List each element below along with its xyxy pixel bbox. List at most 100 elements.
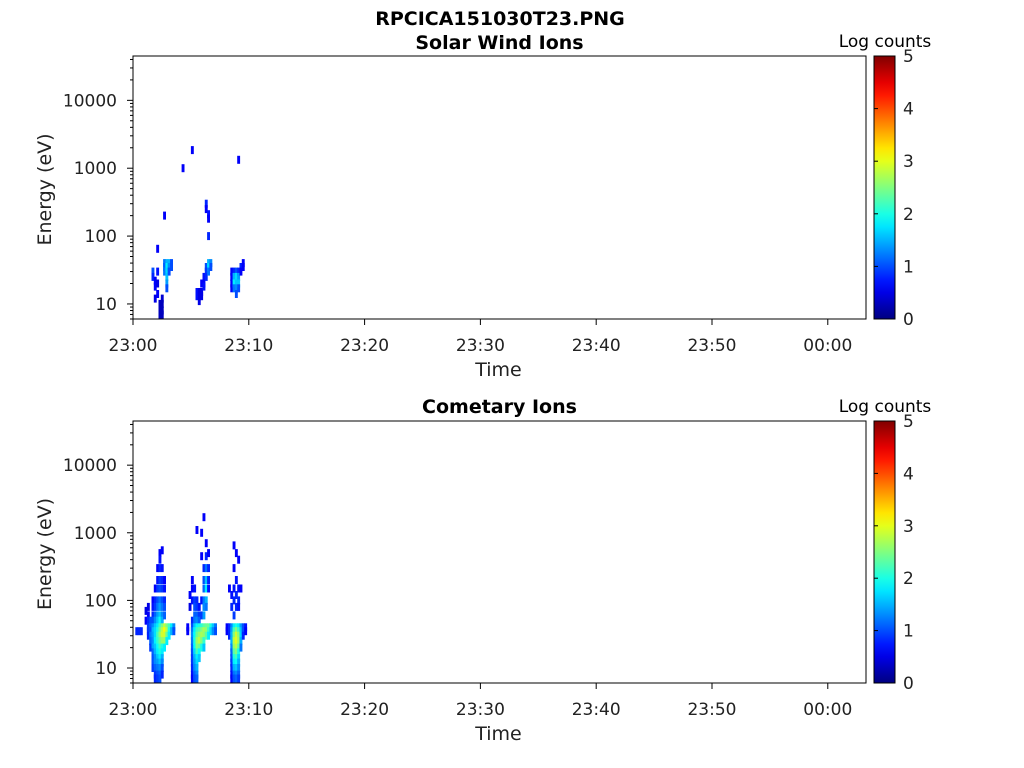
heatmap-cell [158,611,162,620]
heatmap-cell [158,664,162,672]
heatmap-cell [195,654,199,663]
heatmap-cell [237,596,241,605]
heatmap-cell [234,654,238,663]
heatmap-cell [237,279,241,288]
heatmap-cell [190,648,194,657]
heatmap-cell [195,643,199,652]
heatmap-cell [158,658,162,667]
heatmap-cell [239,631,243,640]
heatmap-cell [234,272,238,281]
axes-frame [132,55,867,320]
heatmap-cell [160,637,164,646]
heatmap-cell [204,584,208,593]
y-tick-label: 1000 [74,159,117,179]
heatmap-cell [153,631,157,640]
heatmap-cell [153,282,157,291]
heatmap-cell [237,664,241,672]
colorbar [873,55,896,320]
heatmap-cell [207,232,210,241]
heatmap-cell [153,654,157,663]
heatmap-cell [190,643,194,652]
heatmap-cell [230,643,234,652]
heatmap-cell [197,297,201,306]
heatmap-cell [158,648,162,657]
heatmap-cell [195,674,199,683]
heatmap-cell [165,272,169,281]
heatmap-cell [151,272,155,281]
heatmap-cell [195,288,199,296]
heatmap-cell [228,631,231,640]
heatmap-cell [207,549,210,558]
heatmap-cell [195,631,199,640]
heatmap-cell [232,648,236,657]
heatmap-cell [195,596,199,605]
heatmap-cell [153,648,157,657]
heatmap-cell [190,616,194,625]
heatmap-cell [151,631,155,640]
heatmap-cell [163,596,166,605]
x-axis-label: Time [474,723,522,745]
heatmap-cell [195,526,199,534]
heatmap-cell [158,576,162,584]
heatmap-cell [232,631,236,640]
heatmap-cell [202,602,206,611]
heatmap-cell [170,627,173,636]
heatmap-cell [160,299,164,308]
heatmap-cell [200,627,204,636]
heatmap-cell [207,627,210,636]
heatmap-cell [237,267,241,276]
heatmap-cell [160,564,164,573]
heatmap-cell [232,654,236,663]
heatmap-cell [232,541,236,550]
heatmap-cell [232,564,236,573]
heatmap-cell [160,310,164,319]
heatmap-cell [163,211,166,220]
heatmap-cell [153,637,157,646]
heatmap-cell [237,602,241,611]
heatmap-cell [156,279,160,288]
heatmap-cell [195,292,199,301]
heatmap-cell [204,596,208,605]
heatmap-cell [234,279,238,288]
heatmap-cell [225,627,229,636]
heatmap-cell [190,637,194,646]
heatmap-cell [158,584,162,593]
heatmap-cell [230,637,234,646]
heatmap-cell [234,576,238,584]
heatmap-cell [160,658,164,667]
x-tick-label: 23:00 [109,336,158,356]
heatmap-cell [214,627,217,636]
heatmap-cell [193,611,197,620]
heatmap-cell [209,627,213,636]
heatmap-cell [204,272,208,281]
heatmap-cell [163,611,166,620]
heatmap-cell [156,627,160,636]
heatmap-cell [232,658,236,667]
heatmap-cell [193,602,197,611]
heatmap-cell [151,267,155,276]
heatmap-cell [165,263,169,271]
heatmap-cell [202,627,206,636]
heatmap-cell [237,631,241,640]
heatmap-cell [146,616,150,625]
heatmap-cell [237,272,241,281]
heatmap-cell [135,627,139,636]
heatmap-cell [237,648,241,657]
heatmap-cell [156,576,160,584]
heatmap-cell [230,267,234,276]
heatmap-cell [151,616,155,625]
heatmap-cell [237,643,241,652]
heatmap-cell [144,606,148,615]
heatmap-cell [209,263,213,271]
heatmap-cell [160,648,164,657]
colorbar-tick-label: 5 [903,412,914,432]
heatmap-cell [149,637,153,646]
heatmap-cell [156,564,160,573]
heatmap-cell [153,664,157,672]
heatmap-cell [197,637,201,646]
heatmap-cell [163,602,166,611]
colorbar-tick-label: 0 [903,674,914,694]
heatmap-cell [163,584,166,593]
heatmap-cell [165,284,169,293]
